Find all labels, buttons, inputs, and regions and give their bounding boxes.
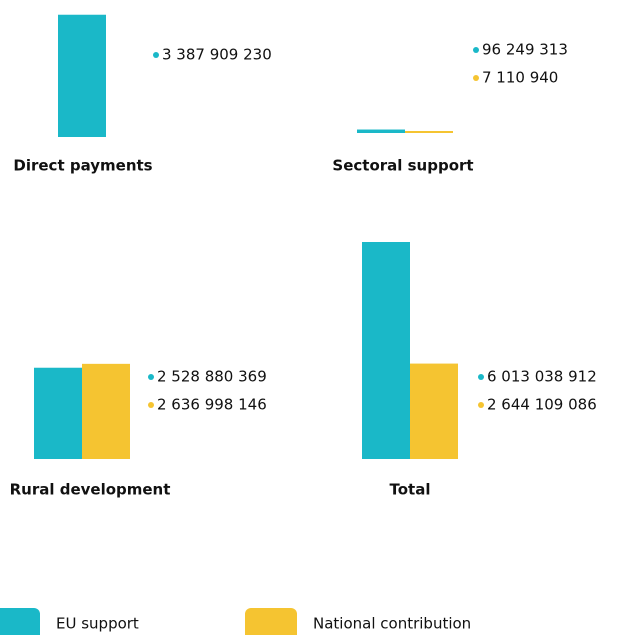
legend-dot [153,52,159,58]
legend-swatch [0,608,40,635]
value-label: 7 110 940 [482,69,558,87]
legend-dot [478,402,484,408]
panel-title: Sectoral support [332,157,473,175]
value-label: 96 249 313 [482,41,568,59]
bar [58,14,106,138]
value-label: 3 387 909 230 [162,46,272,64]
bar [405,131,453,133]
legend-label: National contribution [313,615,471,633]
bar [34,367,82,459]
value-label: 2 644 109 086 [487,396,597,414]
value-label: 6 013 038 912 [487,368,597,386]
panel-title: Direct payments [13,157,152,175]
value-label: 2 528 880 369 [157,368,267,386]
legend-dot [473,47,479,53]
legend-dot [473,75,479,81]
bar [362,242,410,459]
panel-title: Total [390,481,431,499]
legend-dot [148,402,154,408]
legend-dot [478,374,484,380]
panel-title: Rural development [10,481,171,499]
value-label: 2 636 998 146 [157,396,267,414]
legend-swatch [245,608,297,635]
bar [410,363,458,459]
legend-dot [148,374,154,380]
bar [357,129,405,133]
bar [82,363,130,459]
legend-label: EU support [56,615,139,633]
